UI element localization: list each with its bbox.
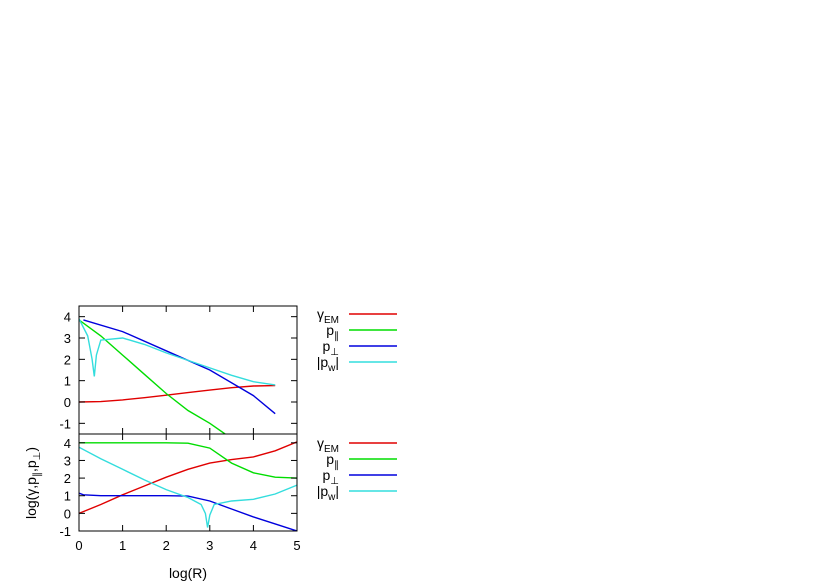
y-tick-label: 0 <box>64 395 71 410</box>
legend-label-1-1: p∥ <box>326 451 339 471</box>
legend-label-1-0: γEM <box>317 435 339 455</box>
series-line-1-1 <box>79 442 297 479</box>
legend-label-1-3: |pw| <box>317 483 339 503</box>
y-tick-label: 1 <box>64 489 71 504</box>
y-tick-label: 1 <box>64 374 71 389</box>
x-tick-label: 2 <box>163 538 170 553</box>
y-tick-label: 4 <box>64 436 71 451</box>
series-line-1-2 <box>79 492 297 531</box>
legend-label-0-2: p⊥ <box>322 338 339 358</box>
legend-label-0-1: p∥ <box>326 322 339 342</box>
top-panel: -1 0 1 2 3 4 <box>59 305 298 435</box>
x-axis-label: log(R) <box>169 565 207 581</box>
x-tick-label: 4 <box>250 538 257 553</box>
y-tick-label: 0 <box>64 506 71 521</box>
plot-frame-1 <box>78 433 298 532</box>
series-line-0-2 <box>83 319 276 415</box>
y-tick-label: -1 <box>59 416 71 431</box>
x-tick-label: 1 <box>119 538 126 553</box>
series-line-0-3 <box>79 318 276 386</box>
y-tick-label: 3 <box>64 331 71 346</box>
plot-frame-0 <box>78 305 298 435</box>
legend-label-0-0: γEM <box>317 306 339 326</box>
legend-label-0-3: |pw| <box>317 354 339 374</box>
series-line-1-0 <box>79 441 297 515</box>
y-tick-label: -1 <box>59 524 71 539</box>
series-line-1-3 <box>79 446 297 528</box>
y-tick-label: 4 <box>64 310 71 325</box>
series-line-0-1 <box>79 319 226 434</box>
y-axis-label: log(γ,p∥,p⊥) <box>23 447 43 519</box>
y-tick-label: 2 <box>64 471 71 486</box>
x-tick-label: 5 <box>293 538 300 553</box>
y-tick-label: 3 <box>64 453 71 468</box>
x-tick-label: 0 <box>75 538 82 553</box>
x-tick-label: 3 <box>206 538 213 553</box>
series-line-0-0 <box>79 384 276 403</box>
bottom-panel: -1 0 1 2 3 4 0 1 2 3 4 5 <box>59 433 301 553</box>
y-tick-label: 2 <box>64 352 71 367</box>
legend-label-1-2: p⊥ <box>322 467 339 487</box>
